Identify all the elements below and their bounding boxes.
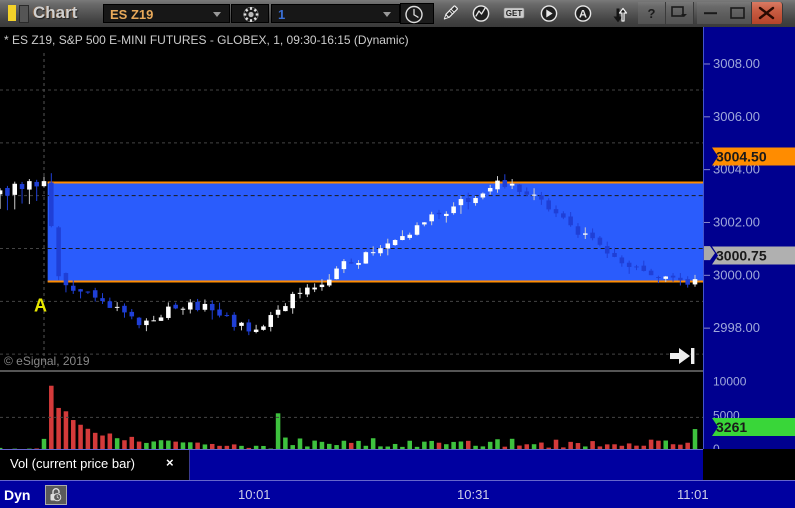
svg-text:3000.00: 3000.00	[713, 267, 760, 282]
svg-text:3004.50: 3004.50	[716, 148, 767, 164]
svg-text:0: 0	[713, 442, 720, 449]
svg-text:10000: 10000	[713, 375, 747, 389]
svg-text:3008.00: 3008.00	[713, 56, 760, 71]
svg-text:3006.00: 3006.00	[713, 109, 760, 124]
svg-text:2998.00: 2998.00	[713, 320, 760, 335]
svg-text:3261: 3261	[716, 419, 747, 435]
svg-text:3000.75: 3000.75	[716, 248, 767, 264]
svg-text:GET: GET	[506, 9, 523, 18]
svg-text:?: ?	[648, 6, 656, 21]
svg-text:A: A	[579, 9, 587, 21]
svg-text:A: A	[34, 296, 47, 316]
svg-text:3002.00: 3002.00	[713, 214, 760, 229]
